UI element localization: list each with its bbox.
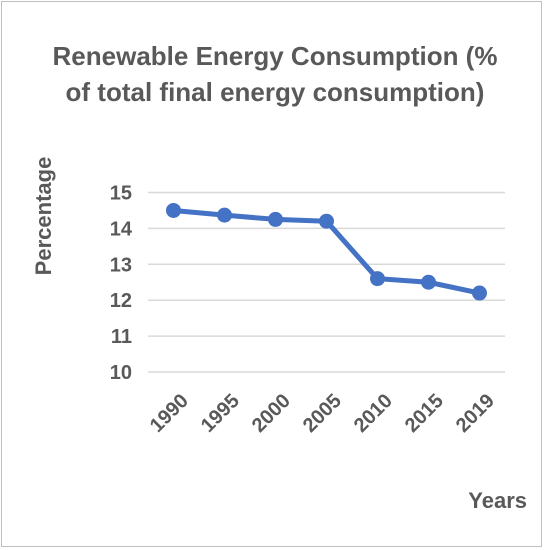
x-tick-label-2015: 2015 — [401, 390, 448, 437]
x-tick-label-1990: 1990 — [146, 390, 193, 437]
data-point-2019 — [472, 285, 487, 301]
x-axis-label: Years — [468, 488, 527, 513]
x-tick-labels: 1990 1995 2000 2005 2010 2015 2019 — [146, 390, 499, 437]
x-tick-label-2019: 2019 — [452, 390, 499, 437]
data-point-2005 — [319, 213, 334, 229]
data-point-1990 — [166, 202, 181, 218]
y-tick-label-11: 11 — [111, 326, 132, 348]
data-point-2015 — [421, 274, 436, 290]
gridlines — [148, 191, 505, 373]
data-point-2010 — [370, 271, 385, 287]
y-tick-label-15: 15 — [110, 183, 132, 205]
y-tick-label-10: 10 — [110, 362, 132, 384]
x-tick-label-2010: 2010 — [350, 390, 397, 437]
series-layer — [166, 202, 487, 301]
y-tick-label-14: 14 — [110, 218, 133, 240]
chart-title: Renewable Energy Consumption (% of total… — [52, 41, 498, 107]
data-point-1995 — [217, 207, 232, 223]
y-tick-labels: 10 11 12 13 14 15 — [110, 183, 133, 385]
y-tick-label-12: 12 — [110, 290, 132, 312]
data-point-2000 — [268, 211, 283, 227]
x-tick-label-2000: 2000 — [248, 390, 295, 437]
x-tick-label-2005: 2005 — [299, 390, 346, 437]
x-tick-label-1995: 1995 — [197, 390, 244, 437]
y-tick-label-13: 13 — [110, 254, 132, 276]
